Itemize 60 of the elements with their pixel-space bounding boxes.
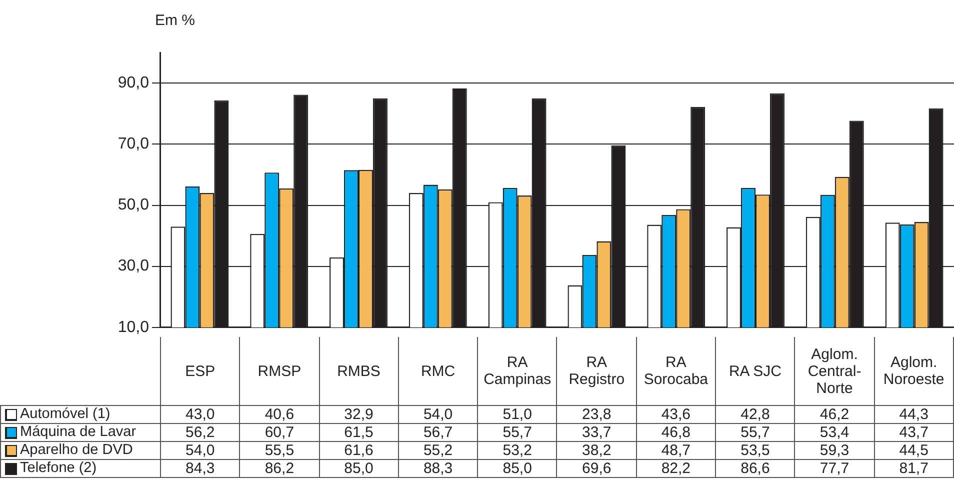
data-label: 43,6 [636,406,716,424]
data-label: 53,2 [478,442,557,460]
data-label: 85,0 [478,460,557,478]
data-label: 40,6 [240,406,320,424]
data-label: 85,0 [319,460,398,478]
data-label: 46,2 [794,406,874,424]
data-label: 86,2 [240,460,320,478]
data-label: 46,8 [636,424,716,442]
data-label: 59,3 [794,442,874,460]
data-label: 43,0 [160,406,240,424]
x-tick-label: RA Registro [556,337,636,406]
legend-label: Aparelho de DVD [0,442,160,460]
data-label: 56,7 [398,424,478,442]
data-label: 44,5 [874,442,954,460]
data-label: 44,3 [874,406,954,424]
data-label: 55,7 [478,424,557,442]
data-label: 42,8 [716,406,795,424]
x-tick-label: Aglom. Noroeste [874,337,954,406]
data-label: 55,5 [240,442,320,460]
data-label: 77,7 [794,460,874,478]
x-tick-label: RMBS [319,337,398,406]
legend-label: Automóvel (1) [0,406,160,424]
x-tick-label: ESP [160,337,240,406]
data-label: 43,7 [874,424,954,442]
data-label: 86,6 [716,460,795,478]
data-label: 55,7 [716,424,795,442]
data-label: 61,6 [319,442,398,460]
data-label: 48,7 [636,442,716,460]
legend-label: Máquina de Lavar [0,424,160,442]
x-tick-label: RA Campinas [478,337,557,406]
data-label: 84,3 [160,460,240,478]
legend-label: Telefone (2) [0,460,160,478]
data-label: 51,0 [478,406,557,424]
data-label: 88,3 [398,460,478,478]
data-label: 33,7 [556,424,636,442]
x-tick-label: RA Sorocaba [636,337,716,406]
data-label: 54,0 [160,442,240,460]
x-tick-label: RA SJC [716,337,795,406]
data-label: 23,8 [556,406,636,424]
data-label: 61,5 [319,424,398,442]
data-label: 32,9 [319,406,398,424]
data-label: 55,2 [398,442,478,460]
data-label: 81,7 [874,460,954,478]
data-label: 56,2 [160,424,240,442]
y-tick-label: 90,0 [118,74,150,92]
data-label: 60,7 [240,424,320,442]
x-tick-label: RMSP [240,337,320,406]
y-tick-label: 70,0 [118,136,150,153]
data-label: 54,0 [398,406,478,424]
y-tick-label: 30,0 [118,258,150,275]
y-tick-label: 50,0 [118,196,150,214]
data-label: 69,6 [556,460,636,478]
x-tick-label: RMC [398,337,478,406]
data-label: 53,5 [716,442,795,460]
y-axis-title: Em % [155,12,196,29]
y-tick-label: 10,0 [118,318,150,336]
x-tick-label: Aglom. Central-Norte [794,337,874,406]
data-label: 53,4 [794,424,874,442]
data-label: 82,2 [636,460,716,478]
data-label: 38,2 [556,442,636,460]
